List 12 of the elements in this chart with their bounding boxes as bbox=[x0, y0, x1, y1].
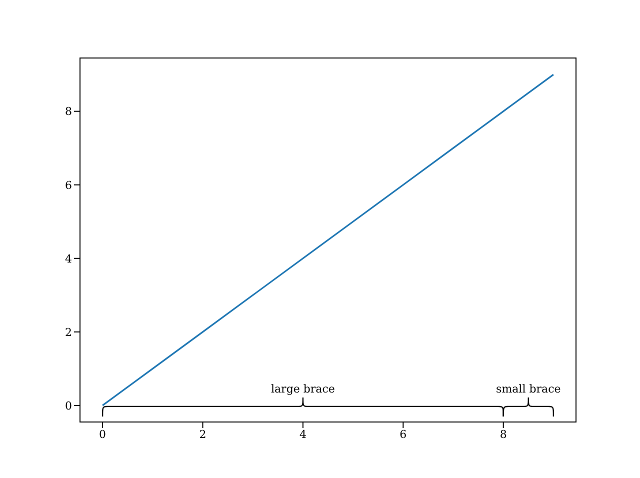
y-tick-label: 8 bbox=[65, 105, 72, 118]
y-tick-label: 4 bbox=[65, 252, 72, 266]
annotation: small brace bbox=[496, 382, 561, 396]
x-tick-label: 0 bbox=[99, 428, 106, 441]
x-tick-label: 2 bbox=[199, 428, 206, 441]
annotation: large brace bbox=[270, 382, 335, 396]
y-tick-label: 2 bbox=[65, 326, 72, 339]
x-tick-label: 8 bbox=[500, 428, 507, 441]
y-tick-label: 0 bbox=[65, 399, 72, 412]
x-tick-label: 4 bbox=[299, 428, 306, 441]
y-tick-label: 6 bbox=[65, 178, 72, 192]
x-tick-label: 6 bbox=[400, 428, 407, 441]
